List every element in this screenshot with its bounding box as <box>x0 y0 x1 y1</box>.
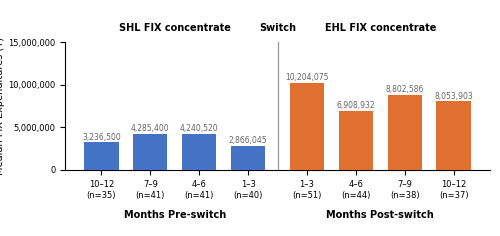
Bar <box>182 134 216 170</box>
Text: SHL FIX concentrate: SHL FIX concentrate <box>119 23 230 33</box>
Bar <box>290 83 324 170</box>
Text: EHL FIX concentrate: EHL FIX concentrate <box>324 23 436 33</box>
Text: 2,866,045: 2,866,045 <box>229 136 268 145</box>
Bar <box>388 95 422 170</box>
Y-axis label: Median FIX Expenditures (¥): Median FIX Expenditures (¥) <box>0 37 6 175</box>
Text: 8,053,903: 8,053,903 <box>434 92 473 101</box>
Text: 6,908,932: 6,908,932 <box>336 101 375 110</box>
Text: 10,204,075: 10,204,075 <box>285 73 329 82</box>
Bar <box>338 111 373 170</box>
Bar <box>133 134 168 170</box>
Text: 4,240,520: 4,240,520 <box>180 124 218 133</box>
Text: Switch: Switch <box>259 23 296 33</box>
Text: 8,802,586: 8,802,586 <box>386 85 424 94</box>
Text: Months Post-switch: Months Post-switch <box>326 210 434 220</box>
Text: 4,285,400: 4,285,400 <box>131 124 170 133</box>
Bar <box>84 142 118 170</box>
Text: Months Pre-switch: Months Pre-switch <box>124 210 226 220</box>
Text: 3,236,500: 3,236,500 <box>82 133 121 142</box>
Bar <box>231 146 266 170</box>
Bar <box>436 101 470 170</box>
